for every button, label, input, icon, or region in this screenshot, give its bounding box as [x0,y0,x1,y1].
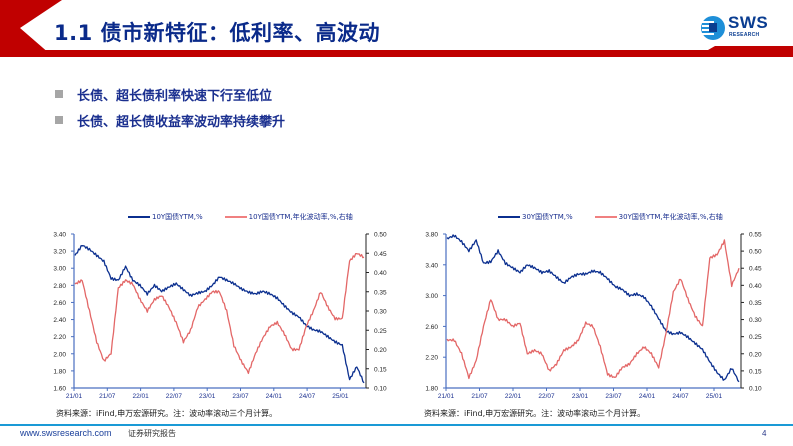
y-tick-label: 3.40 [425,262,438,269]
bullet-item: 长债、超长债收益率波动率持续攀升 [55,108,285,132]
legend-label: 10Y国债YTM,年化波动率,%,右轴 [248,213,353,221]
x-tick-label: 24/07 [299,393,316,400]
chart1-legend: 10Y国债YTM,% 10Y国债YTM,年化波动率,%,右轴 [128,212,375,222]
y-tick-label: 3.20 [53,249,66,256]
volatility-line [74,253,365,375]
legend-line-icon [128,216,150,218]
bullet-item: 长债、超长债利率快速下行至低位 [55,82,285,106]
y2-tick-label: 0.10 [374,386,387,393]
y2-tick-label: 0.35 [374,289,387,296]
x-tick-label: 22/01 [132,393,149,400]
y2-tick-label: 0.15 [749,368,762,375]
legend-item-10y-vol: 10Y国债YTM,年化波动率,%,右轴 [224,212,353,222]
legend-label: 30Y国债YTM,% [522,213,573,221]
footer-report-label: 证券研究报告 [128,429,176,438]
y-tick-label: 3.00 [53,266,66,273]
volatility-line [446,239,740,380]
x-tick-label: 21/01 [438,393,455,400]
y2-tick-label: 0.45 [749,266,762,273]
y-tick-label: 2.20 [53,334,66,341]
x-tick-label: 21/01 [66,393,83,400]
x-tick-label: 23/07 [232,393,249,400]
y-tick-label: 3.80 [425,232,438,239]
y2-tick-label: 0.10 [749,386,762,393]
footer-website-link[interactable]: www.swsresearch.com [20,428,112,438]
y2-tick-label: 0.20 [749,351,762,358]
yield-line [74,245,365,384]
square-bullet-icon [55,116,63,124]
x-tick-label: 25/01 [706,393,723,400]
y2-tick-label: 0.30 [374,309,387,316]
chart2-legend: 30Y国债YTM,% 30Y国债YTM,年化波动率,%,右轴 [498,212,745,222]
y-tick-label: 3.00 [425,293,438,300]
y-tick-label: 1.80 [425,386,438,393]
y2-tick-label: 0.40 [749,283,762,290]
logo-globe-icon [701,16,725,40]
chart1-source-note: 资料来源：iFind,申万宏源研究。注：波动率滚动三个月计算。 [56,409,278,418]
bullet-text: 长债、超长债收益率波动率持续攀升 [77,114,286,130]
y-tick-label: 2.40 [53,317,66,324]
y2-tick-label: 0.55 [749,232,762,239]
page-number: 4 [762,429,767,438]
y2-tick-label: 0.50 [749,249,762,256]
y2-tick-label: 0.25 [749,334,762,341]
y-tick-label: 2.00 [53,351,66,358]
x-tick-label: 21/07 [99,393,116,400]
x-tick-label: 23/01 [572,393,589,400]
x-tick-label: 22/07 [166,393,183,400]
x-tick-label: 24/01 [266,393,283,400]
x-tick-label: 23/01 [199,393,216,400]
logo-text: SWS [728,13,769,32]
y2-tick-label: 0.20 [374,347,387,354]
y-tick-label: 2.60 [425,324,438,331]
legend-item-10y-ytm: 10Y国债YTM,% [128,212,203,222]
y2-tick-label: 0.25 [374,328,387,335]
x-tick-label: 24/07 [672,393,689,400]
x-tick-label: 24/01 [639,393,656,400]
y2-tick-label: 0.50 [374,232,387,239]
y-tick-label: 1.60 [53,386,66,393]
legend-line-icon [498,216,520,218]
y2-tick-label: 0.35 [749,300,762,307]
y-tick-label: 2.60 [53,300,66,307]
y-tick-label: 2.20 [425,355,438,362]
legend-line-icon [594,216,617,218]
y2-tick-label: 0.15 [374,366,387,373]
y2-tick-label: 0.45 [374,251,387,258]
legend-item-30y-ytm: 30Y国债YTM,% [498,212,573,222]
slide-header: 1.1 债市新特征：低利率、高波动 SWS RESEARCH [0,0,793,62]
x-tick-label: 22/07 [538,393,555,400]
legend-label: 30Y国债YTM,年化波动率,%,右轴 [618,213,723,221]
legend-label: 10Y国债YTM,% [152,213,203,221]
header-decoration [0,0,793,57]
page-title: 1.1 债市新特征：低利率、高波动 [54,21,381,45]
legend-item-30y-vol: 30Y国债YTM,年化波动率,%,右轴 [594,212,723,222]
logo-subtext: RESEARCH [729,32,760,38]
x-tick-label: 23/07 [605,393,622,400]
legend-line-icon [224,216,247,218]
y-tick-label: 3.40 [53,232,66,239]
x-tick-label: 21/07 [471,393,488,400]
bullet-text: 长债、超长债利率快速下行至低位 [77,88,273,104]
square-bullet-icon [55,90,63,98]
y2-tick-label: 0.30 [749,317,762,324]
x-tick-label: 22/01 [505,393,522,400]
x-tick-label: 25/01 [332,393,349,400]
y-tick-label: 1.80 [53,368,66,375]
sws-logo: SWS RESEARCH [700,13,780,43]
y2-tick-label: 0.40 [374,270,387,277]
yield-line [446,234,740,383]
chart2-source-note: 资料来源：iFind,申万宏源研究。注：波动率滚动三个月计算。 [424,409,646,418]
y-tick-label: 2.80 [53,283,66,290]
bullet-list: 长债、超长债利率快速下行至低位 长债、超长债收益率波动率持续攀升 [55,82,285,134]
footer-divider [0,424,793,426]
